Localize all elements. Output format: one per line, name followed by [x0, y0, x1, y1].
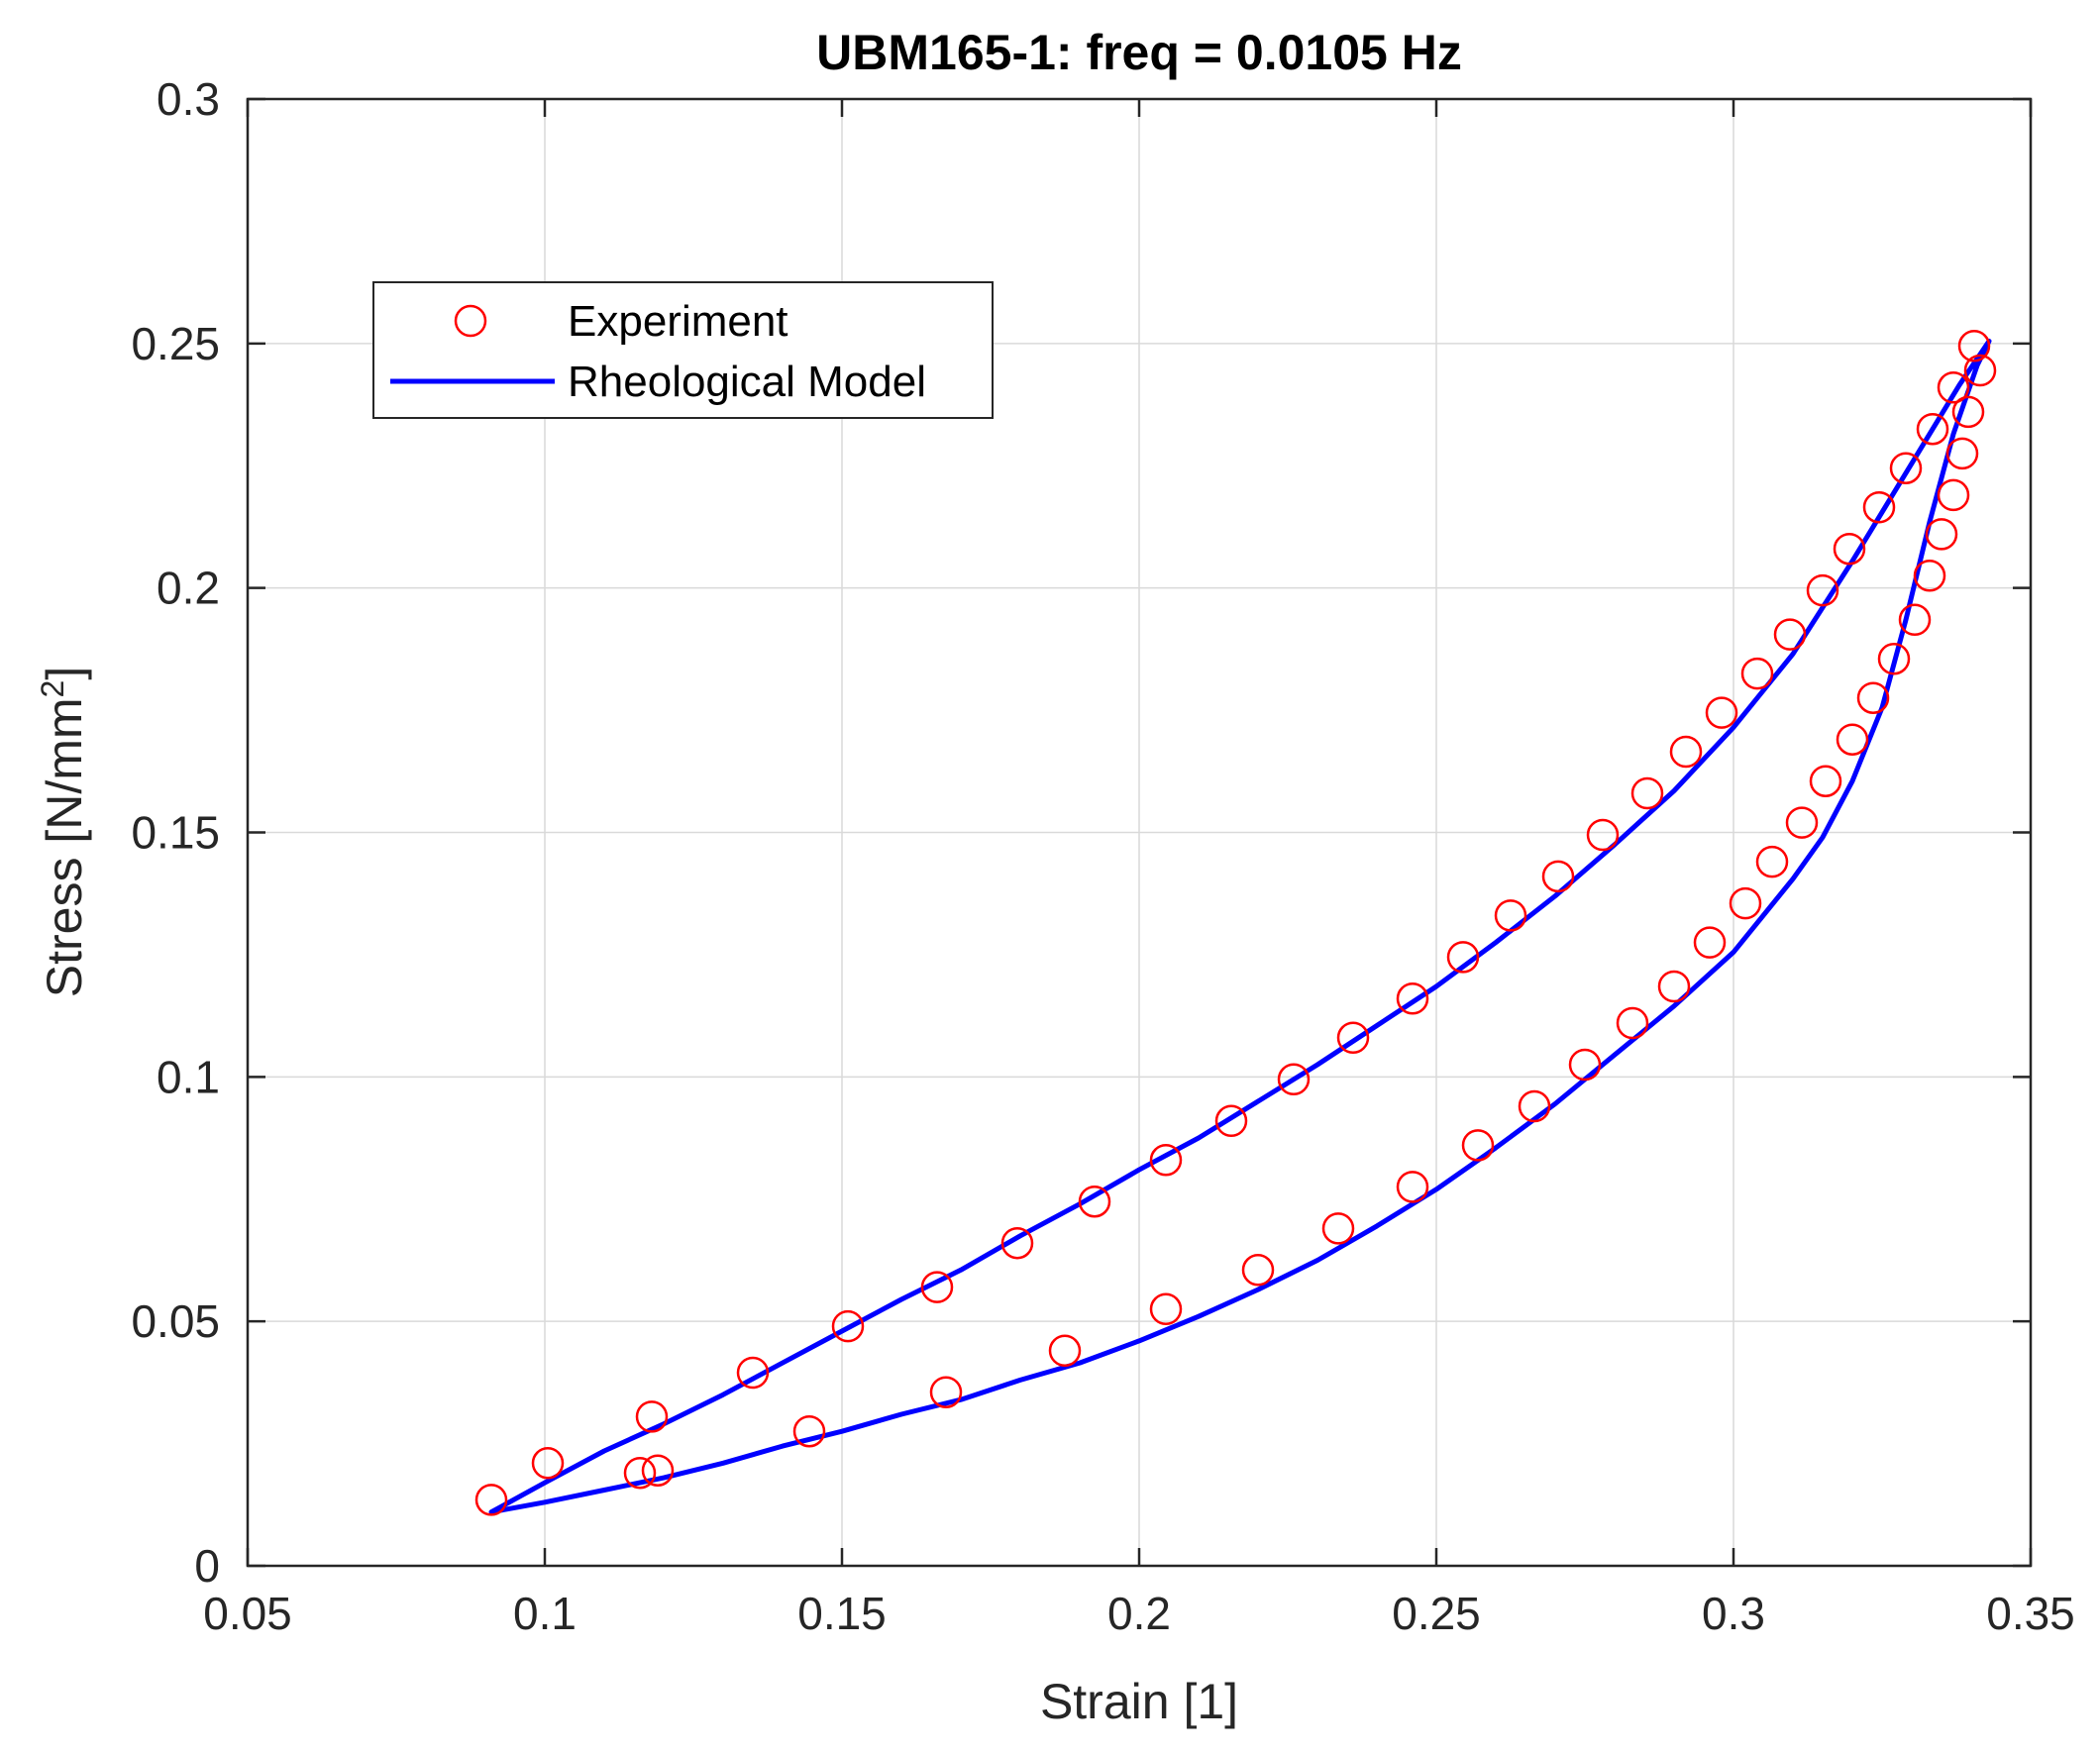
experiment-point: [1446, 941, 1480, 974]
experiment-point: [635, 1400, 669, 1433]
axis-ticks: 0.05 0.1 0.15 0.2 0.25 0.3 0.3500.050.10.150.2…: [131, 73, 2074, 1639]
y-tick-label: 0.3: [157, 73, 220, 125]
y-tick-label: 0.15: [131, 807, 220, 859]
y-axis-label: Stress [N/mm2]: [35, 667, 92, 998]
experiment-point: [1833, 532, 1866, 566]
experiment-point: [1925, 518, 1958, 551]
experiment-point: [1705, 696, 1738, 729]
x-tick-label: 0.15: [797, 1588, 887, 1639]
experiment-point: [474, 1484, 508, 1516]
experiment-point: [1916, 412, 1949, 446]
experiment-point: [1078, 1185, 1111, 1218]
experiment-point: [920, 1271, 954, 1303]
experiment-point: [1937, 478, 1970, 512]
model-series: [488, 338, 1992, 1515]
experiment-point: [929, 1376, 963, 1408]
experiment-point: [531, 1447, 565, 1480]
legend: Experiment Rheological Model: [372, 281, 994, 419]
legend-model-label: Rheological Model: [568, 358, 926, 406]
experiment-point: [1809, 765, 1842, 797]
y-axis-label-superscript: 2: [35, 680, 70, 698]
experiment-point: [1913, 560, 1946, 592]
experiment-point: [623, 1456, 657, 1490]
experiment-point: [1836, 723, 1869, 756]
experiment-point: [1669, 735, 1703, 769]
experiment-point: [641, 1454, 675, 1487]
experiment-point: [1963, 354, 1997, 387]
experiment-point: [1616, 1006, 1649, 1040]
experiment-point: [1755, 845, 1789, 878]
experiment-series: [474, 330, 1997, 1516]
experiment-point: [1945, 437, 1979, 470]
legend-box: [372, 281, 994, 419]
y-tick-label: 0.05: [131, 1295, 220, 1347]
legend-experiment-marker: [454, 304, 487, 338]
experiment-point: [1657, 970, 1691, 1003]
chart-title: UBM165-1: freq = 0.0105 Hz: [816, 25, 1462, 80]
experiment-point: [1862, 490, 1896, 524]
experiment-point: [736, 1356, 770, 1390]
experiment-point: [1877, 642, 1911, 675]
y-tick-label: 0: [194, 1540, 220, 1592]
experiment-point: [1149, 1292, 1183, 1326]
experiment-point: [1461, 1129, 1495, 1162]
experiment-point: [1856, 681, 1890, 714]
experiment-point: [1214, 1104, 1248, 1138]
y-axis-label-main: Stress [N/mm: [37, 697, 92, 997]
model-line: [488, 338, 1992, 1515]
experiment-point: [1000, 1226, 1034, 1260]
y-tick-label: 0.2: [157, 563, 220, 614]
experiment-point: [1494, 899, 1527, 932]
experiment-point: [1937, 371, 1970, 404]
experiment-point: [1806, 573, 1839, 607]
legend-experiment-label: Experiment: [568, 297, 788, 346]
experiment-point: [1951, 395, 1985, 429]
experiment-point: [1889, 452, 1923, 484]
x-axis-label: Strain [1]: [1040, 1674, 1238, 1729]
experiment-point: [1773, 618, 1807, 651]
experiment-point: [1396, 982, 1429, 1015]
experiment-point: [1518, 1089, 1551, 1123]
x-tick-label: 0.1: [513, 1588, 577, 1639]
experiment-point: [1048, 1334, 1082, 1368]
y-tick-label: 0.1: [157, 1051, 220, 1102]
experiment-point: [1785, 806, 1819, 839]
experiment-point: [1630, 776, 1664, 810]
experiment-point: [1149, 1144, 1183, 1177]
y-axis-label-close: ]: [37, 667, 92, 680]
experiment-point: [1740, 657, 1774, 690]
experiment-point: [1568, 1048, 1602, 1082]
experiment-point: [1898, 603, 1932, 637]
experiment-point: [831, 1309, 865, 1343]
x-tick-label: 0.25: [1392, 1588, 1481, 1639]
experiment-point: [1321, 1212, 1355, 1245]
x-tick-label: 0.35: [1986, 1588, 2075, 1639]
x-tick-label: 0.3: [1702, 1588, 1765, 1639]
experiment-point: [792, 1414, 826, 1448]
x-tick-label: 0.2: [1107, 1588, 1171, 1639]
experiment-point: [1957, 330, 1991, 362]
experiment-point: [1336, 1021, 1370, 1055]
experiment-point: [1729, 886, 1762, 920]
experiment-point: [1693, 926, 1727, 959]
x-tick-label: 0.05: [203, 1588, 292, 1639]
experiment-point: [1586, 818, 1620, 852]
experiment-point: [1277, 1063, 1311, 1096]
experiment-point: [1241, 1254, 1275, 1287]
y-tick-label: 0.25: [131, 318, 220, 369]
experiment-point: [1396, 1171, 1429, 1203]
experiment-point: [1541, 860, 1575, 893]
